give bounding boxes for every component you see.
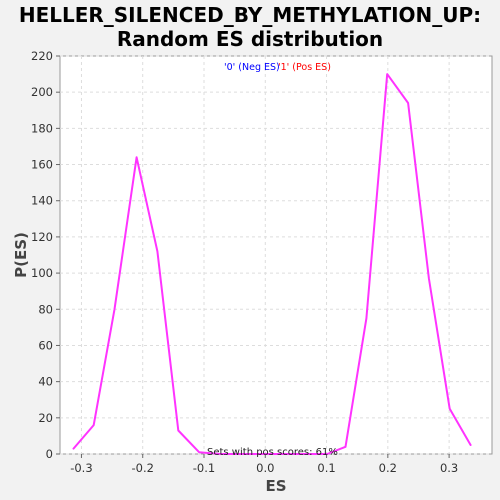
x-tick-label: 0.3 [440, 461, 458, 475]
chart-title-line-2: Random ES distribution [117, 27, 383, 51]
x-axis-label: ES [265, 477, 286, 495]
y-tick-label: 140 [31, 194, 53, 208]
y-tick-label: 80 [38, 302, 53, 316]
y-tick-label: 20 [38, 411, 53, 425]
y-tick-label: 40 [38, 375, 53, 389]
y-tick-label: 180 [31, 121, 53, 135]
x-tick-label: 0.0 [256, 461, 274, 475]
y-axis-label: P(ES) [12, 232, 30, 278]
y-tick-label: 0 [46, 447, 53, 461]
grid-layer [60, 55, 492, 455]
x-tick-label: -0.1 [193, 461, 215, 475]
y-tick-label: 60 [38, 338, 53, 352]
y-tick-label: 220 [31, 49, 53, 63]
x-tick-label: 0.2 [379, 461, 397, 475]
y-tick-label: 120 [31, 230, 53, 244]
y-tick-label: 160 [31, 158, 53, 172]
series-line [72, 73, 472, 455]
chart-title-line-1: HELLER_SILENCED_BY_METHYLATION_UP: [19, 3, 481, 27]
tick-layer: -0.3 -0.2 -0.1 0.0 0.1 0.2 0.3 0 20 40 60 80 100 120 1… [31, 49, 458, 475]
legend-entry-pos: '1' (Pos ES) [278, 62, 331, 73]
legend: '0' (Neg ES) '1' (Pos ES) [224, 62, 331, 73]
y-tick-label: 100 [31, 266, 53, 280]
series-layer [72, 73, 472, 455]
plot-area [59, 55, 493, 455]
x-tick-label: 0.1 [317, 461, 335, 475]
legend-entry-neg: '0' (Neg ES) [224, 62, 280, 73]
pos-scores-annotation: Sets with pos scores: 61% [207, 447, 338, 458]
x-tick-label: -0.2 [131, 461, 153, 475]
x-tick-label: -0.3 [70, 461, 92, 475]
y-tick-label: 200 [31, 85, 53, 99]
